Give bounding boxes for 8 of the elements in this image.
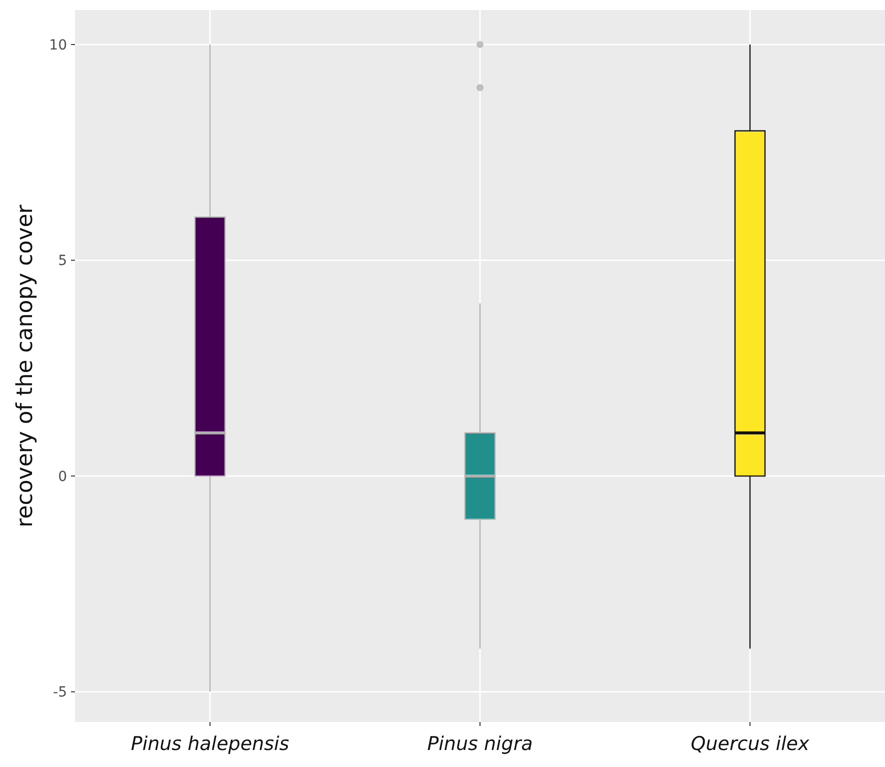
y-tick-label: 10 bbox=[49, 37, 67, 54]
y-tick-label: 5 bbox=[58, 253, 67, 270]
x-tick-label: Pinus nigra bbox=[427, 733, 533, 755]
x-tick-label: Quercus ilex bbox=[690, 733, 810, 755]
x-tick-label: Pinus halepensis bbox=[130, 733, 290, 755]
y-tick-label: 0 bbox=[58, 468, 67, 485]
y-axis-title: recovery of the canopy cover bbox=[13, 204, 38, 528]
y-tick-label: -5 bbox=[53, 684, 67, 701]
